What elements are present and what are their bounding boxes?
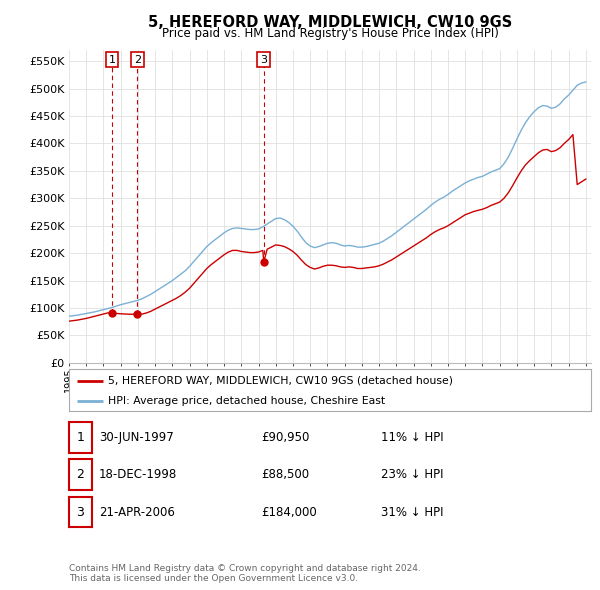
Text: 31% ↓ HPI: 31% ↓ HPI: [381, 506, 443, 519]
Text: £88,500: £88,500: [261, 468, 309, 481]
Text: Contains HM Land Registry data © Crown copyright and database right 2024.
This d: Contains HM Land Registry data © Crown c…: [69, 563, 421, 583]
Text: 21-APR-2006: 21-APR-2006: [99, 506, 175, 519]
Text: 3: 3: [76, 506, 85, 519]
Text: 2: 2: [76, 468, 85, 481]
Text: 2: 2: [134, 54, 141, 64]
Text: 23% ↓ HPI: 23% ↓ HPI: [381, 468, 443, 481]
Text: 11% ↓ HPI: 11% ↓ HPI: [381, 431, 443, 444]
Text: £184,000: £184,000: [261, 506, 317, 519]
Text: 18-DEC-1998: 18-DEC-1998: [99, 468, 177, 481]
Text: 5, HEREFORD WAY, MIDDLEWICH, CW10 9GS: 5, HEREFORD WAY, MIDDLEWICH, CW10 9GS: [148, 15, 512, 30]
Text: 30-JUN-1997: 30-JUN-1997: [99, 431, 174, 444]
Text: 1: 1: [109, 54, 116, 64]
Text: £90,950: £90,950: [261, 431, 310, 444]
Text: Price paid vs. HM Land Registry's House Price Index (HPI): Price paid vs. HM Land Registry's House …: [161, 27, 499, 40]
Text: 3: 3: [260, 54, 267, 64]
Text: 1: 1: [76, 431, 85, 444]
Text: 5, HEREFORD WAY, MIDDLEWICH, CW10 9GS (detached house): 5, HEREFORD WAY, MIDDLEWICH, CW10 9GS (d…: [108, 376, 453, 386]
Text: HPI: Average price, detached house, Cheshire East: HPI: Average price, detached house, Ches…: [108, 396, 385, 405]
